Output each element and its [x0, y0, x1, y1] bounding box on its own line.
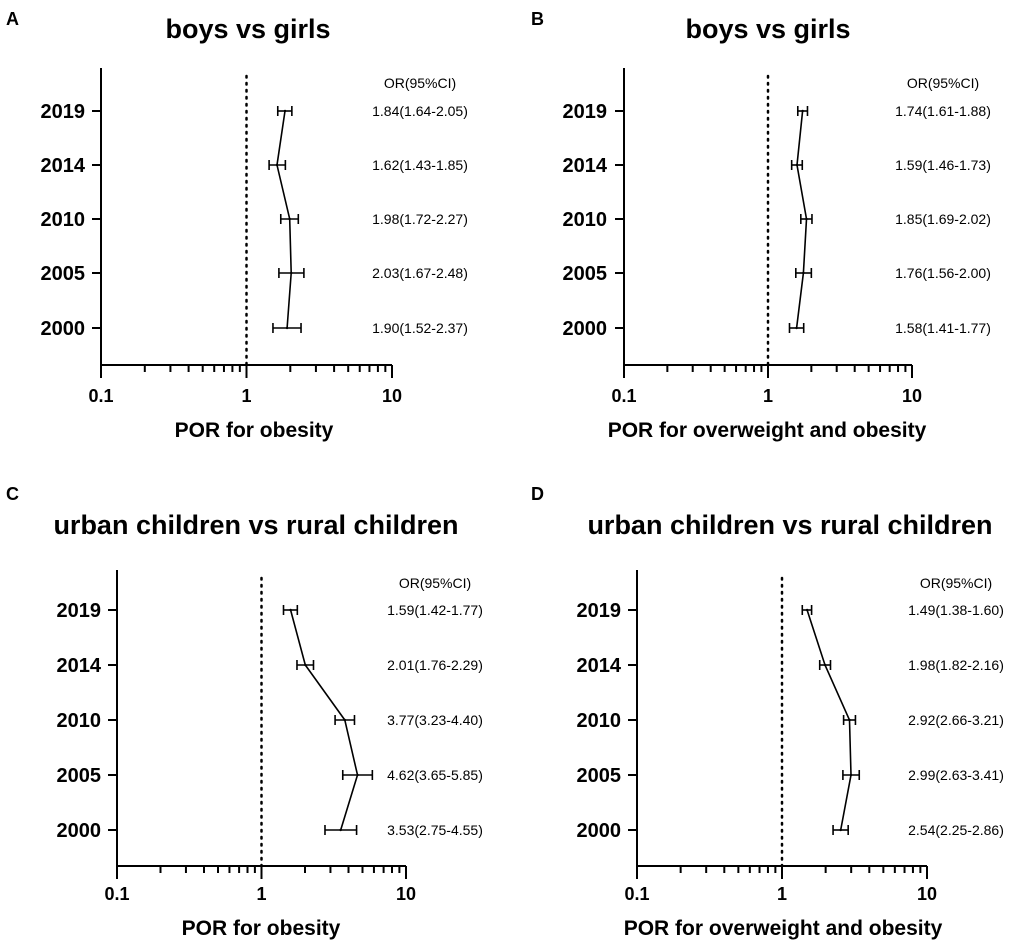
- point-estimate: [339, 828, 342, 832]
- or-ci-value: 1.74(1.61-1.88): [895, 103, 991, 119]
- point-estimate: [356, 773, 359, 777]
- point-estimate: [802, 271, 805, 275]
- or-ci-value: 2.54(2.25-2.86): [908, 822, 1004, 838]
- year-label: 2000: [563, 318, 608, 340]
- point-estimate: [795, 326, 798, 330]
- panel-title: boys vs girls: [685, 14, 850, 44]
- point-estimate: [304, 663, 307, 667]
- year-label: 2000: [57, 820, 102, 842]
- point-estimate: [283, 109, 287, 113]
- or-ci-value: 1.90(1.52-2.37): [372, 320, 468, 336]
- x-tick-label: 1: [763, 386, 773, 406]
- point-estimate: [285, 326, 289, 330]
- x-tick-label: 0.1: [104, 884, 129, 904]
- x-tick-label: 0.1: [88, 386, 113, 406]
- year-label: 2005: [57, 765, 102, 787]
- point-estimate: [805, 217, 808, 221]
- point-estimate: [288, 217, 291, 221]
- x-axis-label: POR for overweight and obesity: [624, 917, 943, 940]
- x-axis-label: POR for obesity: [182, 917, 341, 940]
- or-ci-value: 3.53(2.75-4.55): [387, 822, 483, 838]
- or-ci-header: OR(95%CI): [384, 75, 456, 91]
- or-ci-value: 1.85(1.69-2.02): [895, 211, 991, 227]
- x-tick-label: 1: [256, 884, 266, 904]
- x-tick-label: 10: [902, 386, 922, 406]
- point-estimate: [848, 718, 851, 722]
- panel-letter: C: [6, 484, 19, 504]
- or-ci-value: 1.76(1.56-2.00): [895, 265, 991, 281]
- or-ci-value: 2.01(1.76-2.29): [387, 657, 483, 673]
- year-label: 2000: [577, 820, 622, 842]
- x-tick-label: 0.1: [624, 884, 649, 904]
- or-ci-value: 1.59(1.42-1.77): [387, 602, 483, 618]
- panel-title: urban children vs rural children: [587, 510, 992, 540]
- point-estimate: [289, 608, 292, 612]
- point-estimate: [795, 163, 799, 167]
- point-estimate: [849, 773, 853, 777]
- year-label: 2005: [41, 263, 86, 285]
- or-ci-value: 1.62(1.43-1.85): [372, 157, 468, 173]
- year-label: 2010: [563, 209, 608, 231]
- x-tick-label: 10: [396, 884, 416, 904]
- panel-title: boys vs girls: [165, 14, 330, 44]
- or-ci-header: OR(95%CI): [920, 575, 992, 591]
- year-label: 2014: [577, 655, 622, 677]
- point-estimate: [839, 828, 842, 832]
- or-ci-value: 1.84(1.64-2.05): [372, 103, 468, 119]
- x-tick-label: 1: [777, 884, 787, 904]
- year-label: 2000: [41, 318, 86, 340]
- or-ci-value: 2.03(1.67-2.48): [372, 265, 468, 281]
- point-estimate: [275, 163, 279, 167]
- or-ci-value: 1.49(1.38-1.60): [908, 602, 1004, 618]
- year-label: 2010: [41, 209, 86, 231]
- year-label: 2005: [577, 765, 622, 787]
- x-axis-label: POR for overweight and obesity: [608, 419, 927, 442]
- or-ci-value: 2.99(2.63-3.41): [908, 767, 1004, 783]
- year-label: 2010: [577, 710, 622, 732]
- or-ci-value: 3.77(3.23-4.40): [387, 712, 483, 728]
- or-ci-header: OR(95%CI): [907, 75, 979, 91]
- x-tick-label: 10: [382, 386, 402, 406]
- year-label: 2014: [57, 655, 102, 677]
- point-estimate: [290, 271, 293, 275]
- or-ci-value: 1.59(1.46-1.73): [895, 157, 991, 173]
- or-ci-value: 2.92(2.66-3.21): [908, 712, 1004, 728]
- year-label: 2005: [563, 263, 608, 285]
- or-ci-value: 1.58(1.41-1.77): [895, 320, 991, 336]
- year-label: 2019: [57, 600, 102, 622]
- x-tick-label: 10: [917, 884, 937, 904]
- or-ci-value: 1.98(1.72-2.27): [372, 211, 468, 227]
- panel-letter: D: [531, 484, 544, 504]
- point-estimate: [805, 608, 809, 612]
- year-label: 2019: [577, 600, 622, 622]
- year-label: 2014: [41, 155, 86, 177]
- year-label: 2019: [41, 101, 86, 123]
- point-estimate: [801, 109, 804, 113]
- or-ci-header: OR(95%CI): [399, 575, 471, 591]
- or-ci-value: 4.62(3.65-5.85): [387, 767, 483, 783]
- year-label: 2019: [563, 101, 608, 123]
- year-label: 2010: [57, 710, 102, 732]
- point-estimate: [343, 718, 346, 722]
- year-label: 2014: [563, 155, 608, 177]
- point-estimate: [823, 663, 827, 667]
- panel-title: urban children vs rural children: [53, 510, 458, 540]
- x-tick-label: 1: [241, 386, 251, 406]
- x-tick-label: 0.1: [611, 386, 636, 406]
- or-ci-value: 1.98(1.82-2.16): [908, 657, 1004, 673]
- panel-letter: B: [531, 9, 544, 29]
- x-axis-label: POR for obesity: [175, 419, 334, 442]
- panel-letter: A: [6, 9, 19, 29]
